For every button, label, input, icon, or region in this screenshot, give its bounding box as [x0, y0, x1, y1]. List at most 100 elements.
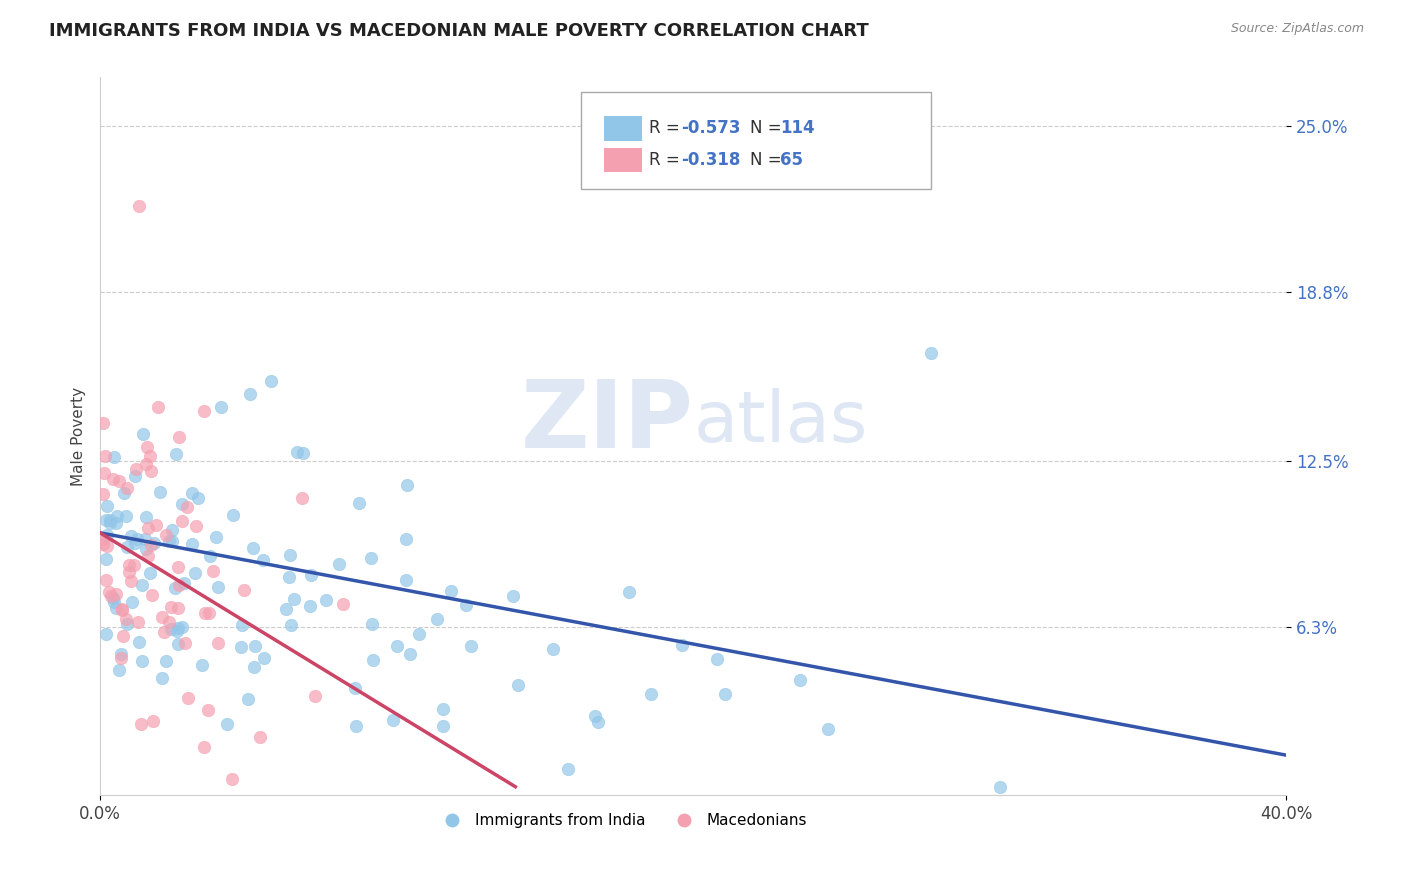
Point [425, 612, 447, 626]
Point [395, 532, 418, 546]
Point [118, 558, 141, 572]
Point [167, 430, 190, 444]
Point [166, 560, 188, 574]
Point [155, 654, 177, 668]
Point [94, 573, 117, 587]
Point [101, 591, 124, 606]
Point [315, 592, 337, 607]
Point [215, 717, 238, 731]
Point [588, 714, 610, 729]
Point [157, 533, 180, 548]
Point [128, 634, 150, 648]
Point [160, 622, 183, 636]
Point [278, 570, 301, 584]
Point [283, 591, 305, 606]
Text: -0.573: -0.573 [682, 120, 741, 137]
Point [94, 512, 117, 526]
Point [197, 606, 219, 620]
Point [111, 602, 134, 616]
Point [260, 374, 283, 388]
Point [236, 692, 259, 706]
Point [98, 516, 121, 531]
Point [131, 578, 153, 592]
Point [304, 689, 326, 703]
Point [114, 509, 136, 524]
Point [285, 445, 308, 459]
Point [96, 528, 118, 542]
Point [145, 517, 167, 532]
Point [222, 508, 245, 522]
Point [136, 521, 159, 535]
Point [166, 624, 188, 638]
Point [96, 540, 118, 554]
Point [583, 709, 606, 723]
Point [101, 472, 124, 486]
Point [160, 534, 183, 549]
Point [98, 585, 121, 599]
Point [136, 549, 159, 564]
Point [706, 652, 728, 666]
Point [385, 639, 408, 653]
Point [139, 538, 162, 552]
Point [93, 466, 115, 480]
Point [138, 449, 160, 463]
Point [155, 528, 177, 542]
FancyBboxPatch shape [605, 116, 643, 141]
Point [91, 537, 114, 551]
Point [344, 719, 367, 733]
Point [148, 400, 170, 414]
Point [640, 687, 662, 701]
Point [160, 523, 183, 537]
Point [124, 469, 146, 483]
Point [184, 519, 207, 533]
Point [170, 620, 193, 634]
Point [167, 621, 190, 635]
Point [141, 464, 163, 478]
Point [231, 617, 253, 632]
Point [460, 640, 482, 654]
Point [165, 447, 187, 461]
Point [120, 529, 142, 543]
Point [233, 583, 256, 598]
FancyBboxPatch shape [605, 148, 643, 172]
Point [108, 663, 131, 677]
Point [135, 440, 157, 454]
Point [209, 400, 232, 414]
Point [920, 346, 942, 360]
Point [125, 533, 148, 547]
Point [198, 549, 221, 563]
Point [100, 590, 122, 604]
Point [332, 597, 354, 611]
Point [180, 537, 202, 551]
Point [176, 500, 198, 515]
Point [221, 772, 243, 786]
Text: R =: R = [650, 151, 685, 169]
Point [124, 536, 146, 550]
Point [988, 780, 1011, 795]
Text: 114: 114 [780, 120, 814, 137]
Point [167, 601, 190, 615]
Point [194, 606, 217, 620]
Point [135, 542, 157, 557]
Point [115, 481, 138, 495]
Y-axis label: Male Poverty: Male Poverty [72, 387, 86, 486]
Point [166, 637, 188, 651]
Point [239, 387, 262, 401]
Point [103, 595, 125, 609]
Point [280, 618, 302, 632]
Point [170, 497, 193, 511]
Text: 65: 65 [780, 151, 803, 169]
Point [299, 599, 322, 614]
Point [159, 599, 181, 614]
Point [149, 484, 172, 499]
Point [360, 550, 382, 565]
FancyBboxPatch shape [581, 92, 931, 189]
Point [110, 648, 132, 662]
Point [278, 549, 301, 563]
Point [193, 740, 215, 755]
Point [249, 730, 271, 744]
Point [131, 654, 153, 668]
Point [124, 461, 146, 475]
Point [714, 687, 737, 701]
Point [173, 636, 195, 650]
